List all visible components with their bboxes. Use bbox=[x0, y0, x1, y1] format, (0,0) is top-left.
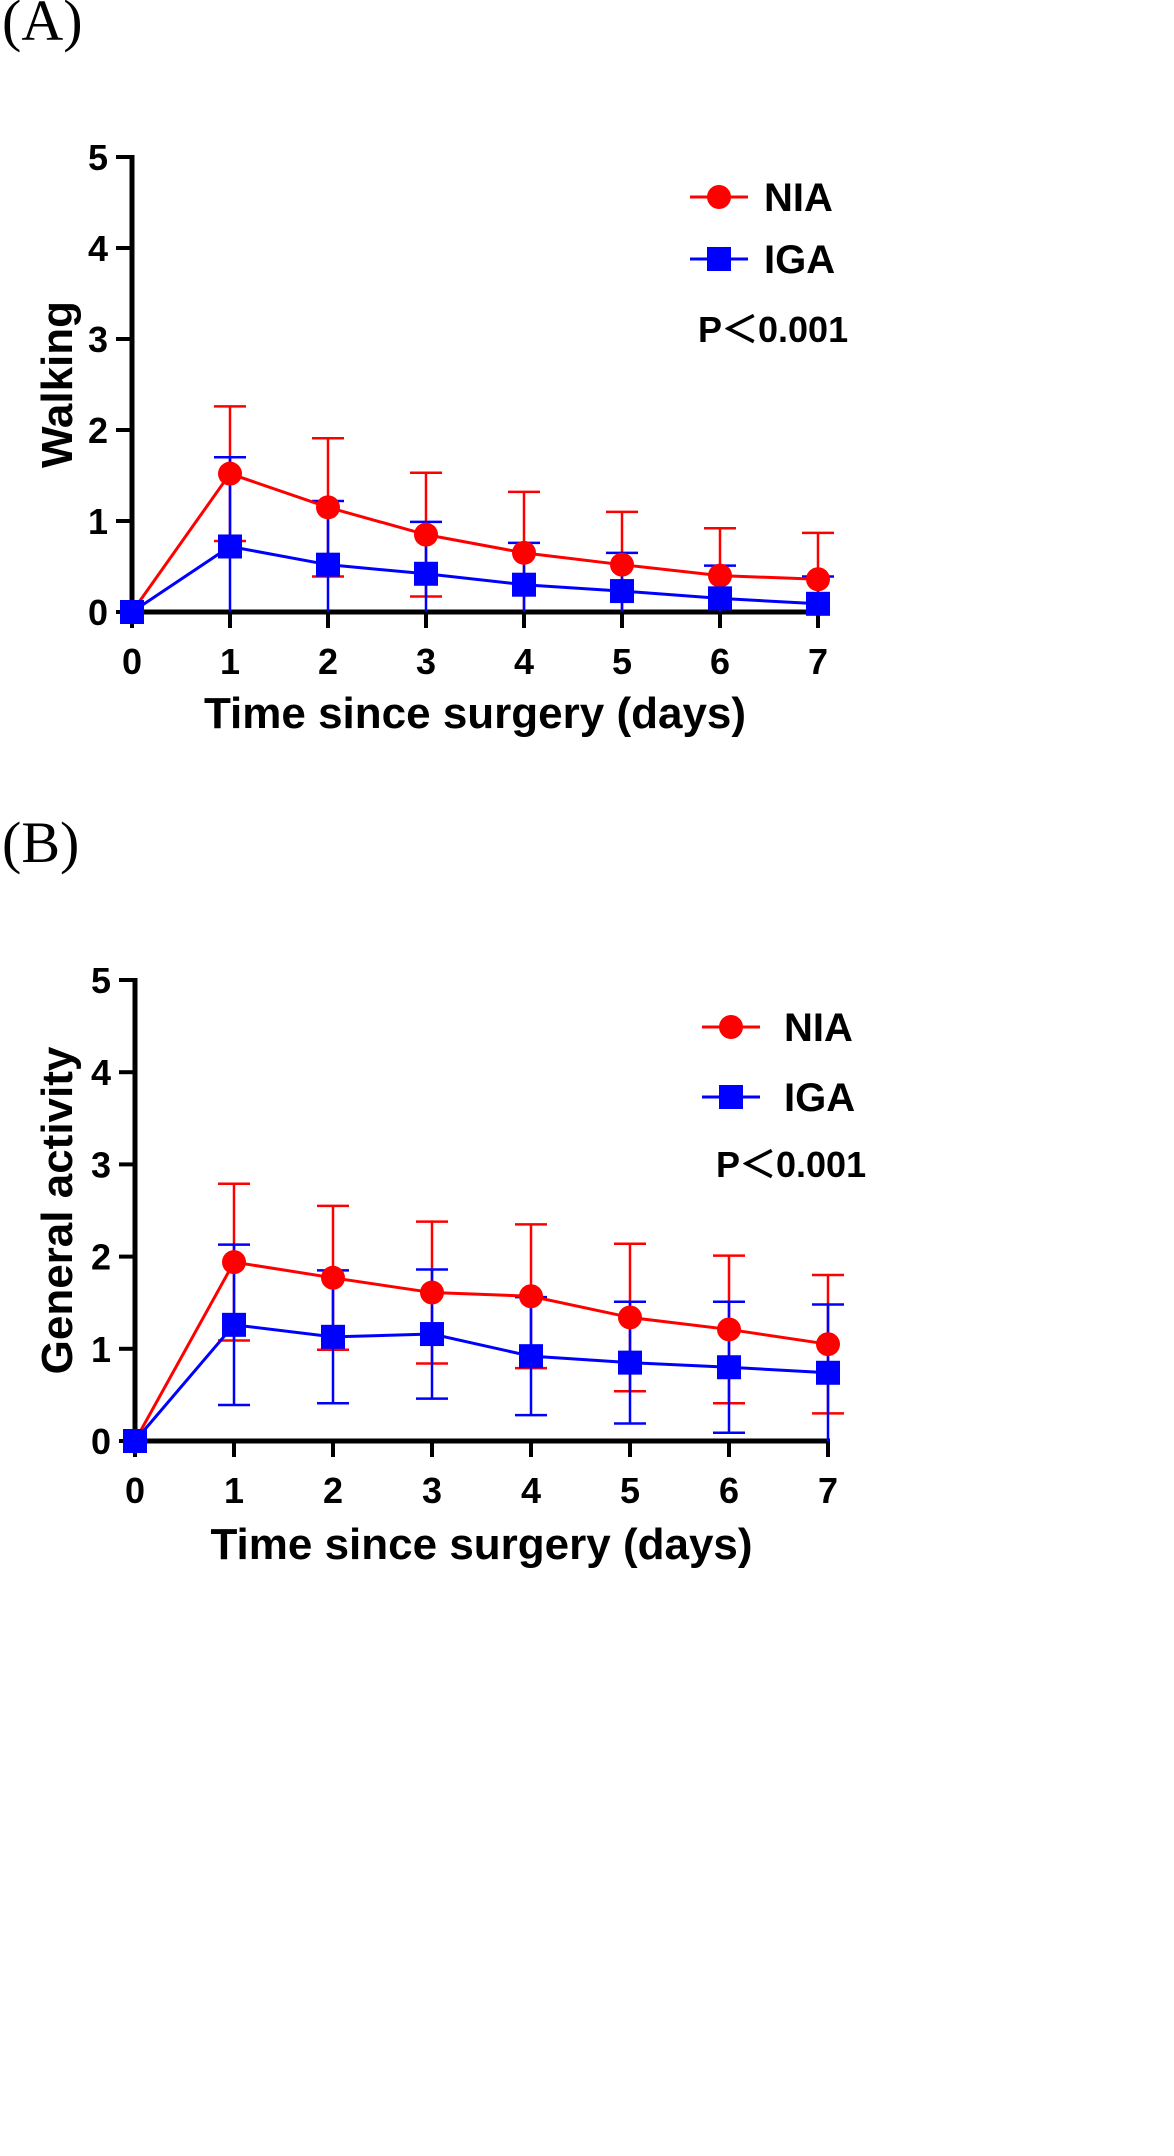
x-tick-label: 4 bbox=[514, 641, 534, 682]
x-tick-label: 3 bbox=[422, 1470, 442, 1511]
legend-marker-iga bbox=[719, 1085, 743, 1109]
legend-label-nia: NIA bbox=[784, 1006, 853, 1050]
legend-marker-iga bbox=[707, 247, 731, 271]
p-value-annotation: P＜0.001 bbox=[698, 309, 848, 350]
y-axis-title: Walking bbox=[33, 301, 82, 468]
y-tick-label: 0 bbox=[91, 1421, 111, 1462]
data-point-iga bbox=[218, 534, 242, 559]
data-point-nia bbox=[610, 552, 634, 577]
legend-label-iga: IGA bbox=[764, 238, 835, 282]
chart-panel-a: (A) 0 1 2 3 4 5 0 1 2 3 4 5 6 7 Time since surgery (day… bbox=[2, 0, 848, 738]
legend-label-iga: IGA bbox=[784, 1076, 855, 1120]
x-tick-label: 2 bbox=[323, 1470, 343, 1511]
data-point-nia bbox=[806, 567, 830, 592]
series-line-nia bbox=[130, 471, 819, 613]
data-point-iga bbox=[316, 552, 340, 577]
data-point-iga bbox=[420, 1322, 444, 1347]
x-tick-label: 7 bbox=[818, 1470, 838, 1511]
legend-label-nia: NIA bbox=[764, 176, 833, 220]
panel-label: (A) bbox=[2, 0, 83, 53]
data-point-nia bbox=[316, 495, 340, 520]
y-tick-label: 3 bbox=[88, 319, 108, 360]
data-point-nia bbox=[222, 1250, 246, 1275]
data-point-iga bbox=[816, 1360, 840, 1385]
y-tick-label: 3 bbox=[91, 1144, 111, 1185]
chart-panel-b: (B) 0 1 2 3 4 5 0 1 2 3 4 5 6 7 Time since surgery (day… bbox=[2, 810, 866, 1569]
data-point-nia bbox=[618, 1305, 642, 1330]
y-tick-label: 1 bbox=[91, 1329, 111, 1370]
x-tick-label: 4 bbox=[521, 1470, 541, 1511]
x-tick-label: 5 bbox=[620, 1470, 640, 1511]
x-tick-label: 7 bbox=[808, 641, 828, 682]
x-tick-label: 5 bbox=[612, 641, 632, 682]
x-tick-label: 2 bbox=[318, 641, 338, 682]
y-tick-label: 4 bbox=[88, 228, 108, 269]
data-point-nia bbox=[321, 1265, 345, 1290]
data-point-iga bbox=[123, 1429, 147, 1453]
y-tick-label: 5 bbox=[88, 137, 108, 178]
data-point-iga bbox=[717, 1355, 741, 1380]
x-tick-label: 6 bbox=[719, 1470, 739, 1511]
x-axis-title: Time since surgery (days) bbox=[204, 689, 746, 738]
p-value-annotation: P＜0.001 bbox=[716, 1144, 866, 1185]
data-point-nia bbox=[218, 461, 242, 486]
x-tick-label: 6 bbox=[710, 641, 730, 682]
x-tick-label: 1 bbox=[220, 641, 240, 682]
data-point-nia bbox=[717, 1317, 741, 1342]
x-axis-title: Time since surgery (days) bbox=[210, 1520, 752, 1569]
y-tick-label: 0 bbox=[88, 592, 108, 633]
data-point-nia bbox=[420, 1280, 444, 1305]
data-point-nia bbox=[519, 1284, 543, 1309]
panel-label: (B) bbox=[2, 810, 79, 875]
data-point-iga bbox=[414, 561, 438, 586]
data-point-iga bbox=[618, 1350, 642, 1375]
x-tick-label: 1 bbox=[224, 1470, 244, 1511]
legend-marker-nia bbox=[707, 185, 731, 209]
data-point-nia bbox=[708, 563, 732, 588]
y-tick-label: 4 bbox=[91, 1052, 111, 1093]
x-tick-label: 0 bbox=[125, 1470, 145, 1511]
data-point-iga bbox=[321, 1324, 345, 1349]
legend-marker-nia bbox=[719, 1015, 743, 1039]
series-line-iga bbox=[133, 1323, 829, 1442]
data-point-iga bbox=[610, 579, 634, 604]
x-tick-label: 0 bbox=[122, 641, 142, 682]
y-tick-label: 2 bbox=[88, 410, 108, 451]
series-line-nia bbox=[133, 1260, 829, 1442]
data-point-iga bbox=[519, 1344, 543, 1369]
data-point-nia bbox=[816, 1332, 840, 1357]
data-point-iga bbox=[222, 1312, 246, 1337]
data-point-iga bbox=[120, 600, 144, 624]
data-point-nia bbox=[414, 522, 438, 547]
data-point-iga bbox=[806, 591, 830, 616]
y-tick-label: 2 bbox=[91, 1237, 111, 1278]
data-point-iga bbox=[512, 572, 536, 597]
data-point-iga bbox=[708, 586, 732, 611]
y-axis-title: General activity bbox=[33, 1046, 82, 1374]
data-point-nia bbox=[512, 540, 536, 565]
series-line-iga bbox=[131, 544, 819, 614]
x-tick-label: 3 bbox=[416, 641, 436, 682]
y-tick-label: 1 bbox=[88, 501, 108, 542]
y-tick-label: 5 bbox=[91, 960, 111, 1001]
